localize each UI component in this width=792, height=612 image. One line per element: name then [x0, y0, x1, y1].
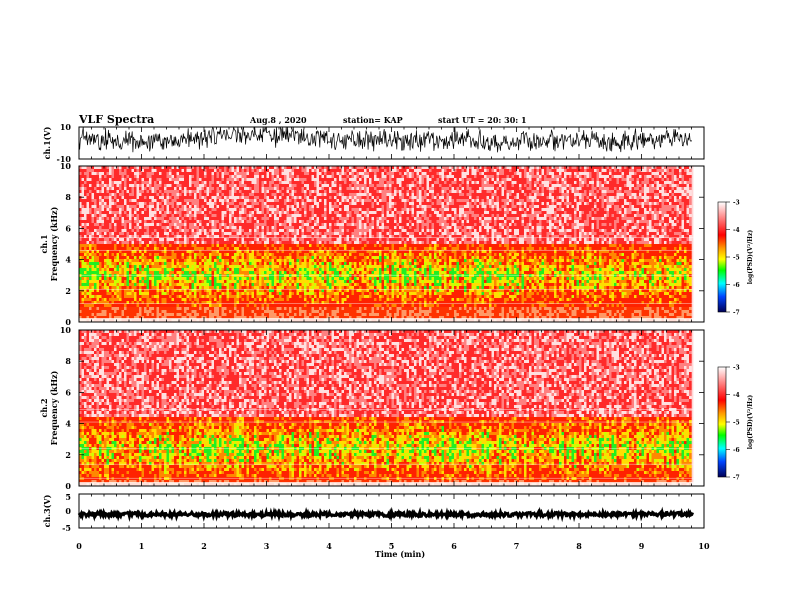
x-tick-label: 2 [201, 541, 207, 551]
date-label: Aug.8 , 2020 [249, 115, 307, 125]
freq-tick-label: 10 [60, 325, 72, 335]
ch2-spectrogram-image [79, 330, 693, 486]
ch1-label: ch.1 [39, 234, 49, 253]
colorbar-tick-label: -5 [733, 420, 740, 427]
x-tick-label: 0 [76, 541, 82, 551]
freq-tick-label: 6 [65, 387, 71, 397]
x-axis-label: Time (min) [375, 549, 425, 559]
colorbar-tick-label: -7 [733, 475, 740, 482]
x-tick-label: 7 [514, 541, 520, 551]
x-tick-label: 1 [139, 541, 145, 551]
ch1-frequency-ylabel: Frequency (kHz) [49, 206, 59, 281]
x-tick-label: 4 [326, 541, 332, 551]
ch3-ytick-bottom: -5 [62, 523, 71, 533]
x-tick-label: 6 [451, 541, 457, 551]
freq-tick-label: 4 [65, 255, 71, 265]
station-label: station= KAP [343, 115, 403, 125]
freq-tick-label: 8 [65, 192, 71, 202]
start-time-label: start UT = 20: 30: 1 [438, 115, 527, 125]
freq-tick-label: 6 [65, 223, 71, 233]
colorbar-tick-label: -7 [733, 310, 740, 317]
colorbar-tick-label: -4 [733, 392, 740, 399]
ch1-ytick-top: 10 [60, 122, 72, 132]
vlf-figure: VLF Spectra Aug.8 , 2020 station= KAP st… [0, 0, 792, 612]
x-tick-label: 9 [639, 541, 645, 551]
figure-title: VLF Spectra [78, 113, 154, 126]
ch1-spectrogram-image [79, 166, 693, 322]
freq-tick-label: 0 [65, 481, 71, 491]
ch1-colorbar: -3 -4 -5 -6 -7 log(PSD)(V²/Hz) [718, 200, 754, 317]
x-tick-label: 10 [698, 541, 710, 551]
freq-tick-label: 8 [65, 356, 71, 366]
ch1-colorbar-label: log(PSD)(V²/Hz) [747, 230, 754, 285]
colorbar-tick-label: -6 [733, 447, 740, 454]
ch2-colorbar: -3 -4 -5 -6 -7 log(PSD)(V²/Hz) [718, 365, 754, 482]
ch2-colorbar-label: log(PSD)(V²/Hz) [747, 395, 754, 450]
ch1-waveform-ylabel: ch.1(V) [42, 126, 52, 159]
x-tick-label: 8 [576, 541, 582, 551]
freq-tick-label: 2 [65, 450, 71, 460]
freq-tick-label: 4 [65, 419, 71, 429]
ch3-waveform-ylabel: ch.3(V) [42, 494, 52, 527]
colorbar-tick-label: -4 [733, 227, 740, 234]
colorbar-tick-label: -5 [733, 255, 740, 262]
ch3-ytick-mid: 0 [65, 506, 71, 516]
x-tick-label: 3 [264, 541, 270, 551]
ch3-ytick-top: 5 [65, 492, 71, 502]
colorbar-tick-label: -3 [733, 365, 740, 372]
colorbar-tick-label: -6 [733, 282, 740, 289]
freq-tick-label: 10 [60, 161, 72, 171]
colorbar-tick-label: -3 [733, 200, 740, 207]
freq-tick-label: 2 [65, 286, 71, 296]
ch2-spectrogram-panel: 0 2 4 6 8 10 ch.2 Frequency (kHz) [39, 325, 704, 491]
ch2-label: ch.2 [39, 398, 49, 417]
ch2-frequency-ylabel: Frequency (kHz) [49, 370, 59, 445]
